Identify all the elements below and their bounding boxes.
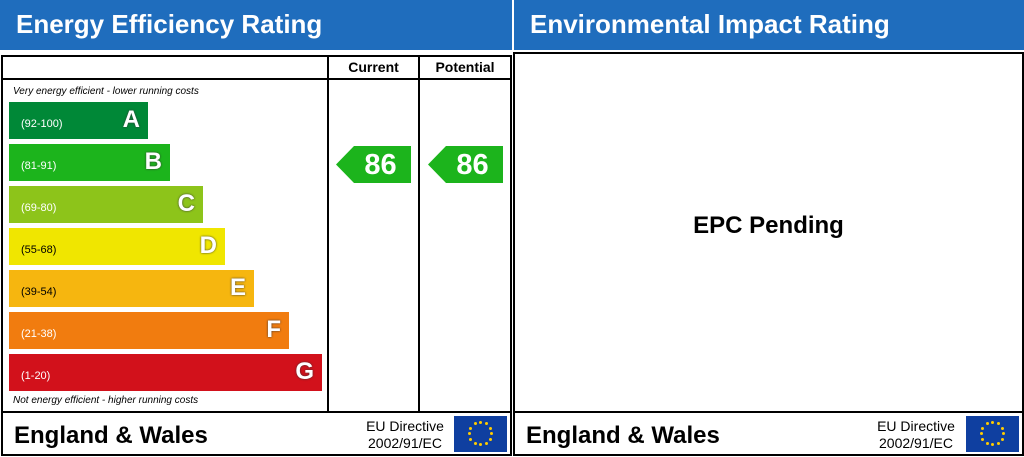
star-icon xyxy=(981,426,985,430)
rating-band-f: (21-38) F xyxy=(9,312,289,349)
eu-flag-icon xyxy=(454,416,507,452)
star-icon xyxy=(479,421,482,424)
current-column-header: Current xyxy=(348,59,399,75)
rating-band-b: (81-91) B xyxy=(9,144,170,181)
star-icon xyxy=(469,426,473,430)
energy-footer xyxy=(1,411,512,456)
band-letter: A xyxy=(122,106,140,133)
band-range: (21-38) xyxy=(21,328,57,340)
star-icon xyxy=(473,422,477,426)
eu-directive: EU Directive 2002/91/EC xyxy=(355,418,455,452)
band-letter: G xyxy=(295,358,314,385)
band-letter: D xyxy=(199,232,217,259)
energy-header: Energy Efficiency Rating xyxy=(0,0,512,50)
band-letter: E xyxy=(229,274,246,301)
divider xyxy=(327,55,329,413)
environmental-header: Environmental Impact Rating xyxy=(514,0,1024,50)
band-range: (1-20) xyxy=(21,370,51,382)
current-rating-arrow: 86 xyxy=(336,146,411,183)
star-icon xyxy=(468,432,471,435)
rating-band-e: (39-54) E xyxy=(9,270,254,307)
epc-pending-text: EPC Pending xyxy=(693,212,844,239)
star-icon xyxy=(985,422,989,426)
environmental-footer xyxy=(513,411,1024,456)
directive-line1: EU Directive xyxy=(877,418,955,434)
star-icon xyxy=(981,437,985,441)
star-icon xyxy=(488,426,492,430)
bottom-note: Not energy efficient - higher running co… xyxy=(13,395,199,406)
star-icon xyxy=(488,437,492,441)
region-label: England & Wales xyxy=(14,422,208,449)
band-letter: F xyxy=(266,316,281,343)
band-letter: B xyxy=(144,148,162,175)
star-icon xyxy=(490,432,493,435)
potential-column-header: Potential xyxy=(435,59,495,75)
star-icon xyxy=(985,441,989,445)
directive-line2: 2002/91/EC xyxy=(368,435,442,451)
star-icon xyxy=(1002,432,1005,435)
band-range: (69-80) xyxy=(21,202,57,214)
star-icon xyxy=(469,437,473,441)
star-icon xyxy=(996,441,1000,445)
star-icon xyxy=(479,443,482,446)
rating-band-g: (1-20) G xyxy=(9,354,322,391)
band-range: (39-54) xyxy=(21,286,57,298)
region-label: England & Wales xyxy=(526,422,720,449)
rating-band-d: (55-68) D xyxy=(9,228,225,265)
star-icon xyxy=(1000,426,1004,430)
band-range: (55-68) xyxy=(21,244,57,256)
top-note: Very energy efficient - lower running co… xyxy=(13,86,199,97)
directive-line1: EU Directive xyxy=(366,418,444,434)
star-icon xyxy=(473,441,477,445)
eu-directive: EU Directive 2002/91/EC xyxy=(866,418,966,452)
eu-flag-icon xyxy=(966,416,1019,452)
directive-line2: 2002/91/EC xyxy=(879,435,953,451)
star-icon xyxy=(996,422,1000,426)
divider xyxy=(418,55,420,413)
star-icon xyxy=(991,421,994,424)
star-icon xyxy=(980,432,983,435)
potential-rating-arrow: 86 xyxy=(428,146,503,183)
divider xyxy=(1,78,512,80)
star-icon xyxy=(1000,437,1004,441)
rating-band-c: (69-80) C xyxy=(9,186,203,223)
rating-band-a: (92-100) A xyxy=(9,102,148,139)
star-icon xyxy=(991,443,994,446)
band-range: (92-100) xyxy=(21,118,63,130)
star-icon xyxy=(484,422,488,426)
star-icon xyxy=(484,441,488,445)
band-range: (81-91) xyxy=(21,160,57,172)
band-letter: C xyxy=(177,190,195,217)
